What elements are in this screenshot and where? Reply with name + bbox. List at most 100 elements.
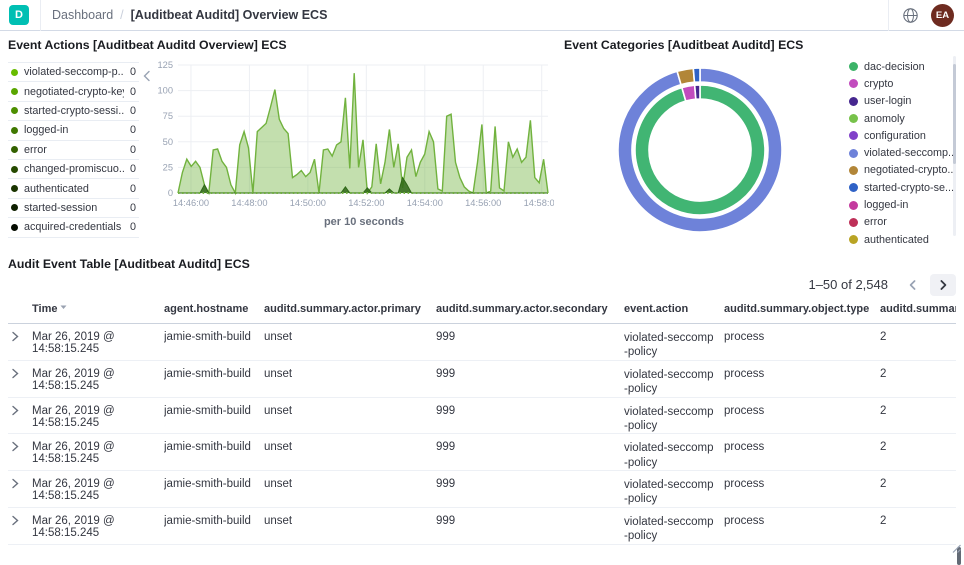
legend-color-dot [11,126,18,134]
event-actions-area-chart[interactable]: 0 25 50 75 100 125 14:46:00 14:48:00 14:50:00 14:… [152,60,559,210]
legend-item[interactable]: negotiated-crypto... [849,162,953,179]
legend-item[interactable]: logged-in 0 [8,121,139,141]
legend-item[interactable]: error [849,214,953,231]
action-cell: violated-seccomp-policy [624,323,724,361]
navbar-right: EA [877,0,954,31]
legend-item[interactable]: error 0 [8,141,139,160]
legend-item[interactable]: anomoly [849,110,953,127]
user-avatar[interactable]: EA [931,3,954,27]
legend-item-label: error [864,216,887,229]
top-panels-row: Event Actions [Auditbeat Auditd Overview… [0,31,964,250]
legend-item[interactable]: user-login [849,93,953,110]
breadcrumb-current: [Auditbeat Auditd] Overview ECS [130,8,328,22]
event-categories-legend: dac-decision crypto user-login anomoly confi… [849,58,953,248]
legend-item[interactable]: violated-seccomp-p... 0 [8,63,139,83]
globe-icon[interactable] [900,5,921,26]
y-axis-tick-label: 25 [163,162,173,172]
legend-item-value: 0 [129,182,136,195]
table-row: Mar 26, 2019 @ 14:58:15.245 jamie-smith-b… [8,470,956,508]
time-cell: Mar 26, 2019 @ 14:58:15.245 [32,360,164,398]
summary-cell: 2 [880,507,956,545]
area-series-fill-violated-seccomp-policy [178,73,548,193]
event-actions-legend: violated-seccomp-p... 0 negotiated-crypto-… [8,62,139,238]
pagination-next-button[interactable] [930,273,956,296]
legend-color-dot [11,204,18,212]
legend-item[interactable]: configuration [849,127,953,144]
legend-scrollbar-thumb[interactable] [953,64,956,164]
donut-slice-started-crypto-session[interactable] [692,67,701,84]
y-axis-tick-label: 0 [168,188,173,198]
navbar-left: D Dashboard / [Auditbeat Auditd] Overvie… [9,0,328,31]
hostname-cell: jamie-smith-build [164,433,264,471]
legend-item[interactable]: acquired-credentials 0 [8,218,139,238]
donut-slice-dac-decision[interactable] [634,84,766,216]
legend-item-label: logged-in [24,124,69,137]
legend-color-dot [11,185,18,193]
legend-color-dot [11,68,18,76]
breadcrumb-dashboard[interactable]: Dashboard [52,8,114,22]
legend-scrollbar[interactable] [953,56,956,236]
row-expand-button[interactable] [10,478,20,489]
action-cell: violated-seccomp-policy [624,360,724,398]
audit-event-table: Time agent.hostname auditd.summary.actor.p… [8,299,956,545]
actor-primary-cell: unset [264,360,436,398]
legend-item-value: 0 [129,85,136,98]
chevron-left-icon [143,70,150,82]
column-header-label: auditd.summary.actor.primary [264,303,421,315]
summary-cell: 2 [880,470,956,508]
object-type-cell: process [724,360,880,398]
app-logo[interactable]: D [9,5,29,25]
actor-primary-cell: unset [264,397,436,435]
row-expand-button[interactable] [10,331,20,342]
donut-slice-negotiated-crypto-key[interactable] [676,67,696,86]
panel-resize-handle[interactable] [950,541,962,559]
legend-item-label: anomoly [864,112,905,125]
time-cell: Mar 26, 2019 @ 14:58:15.245 [32,470,164,508]
donut-slice-violated-seccomp-policy[interactable] [617,67,783,233]
legend-item-value: 0 [129,66,136,79]
column-header-Time[interactable]: Time [32,299,164,324]
summary-cell: 2 [880,360,956,398]
column-header-auditd.summary: auditd.summary [880,299,956,324]
action-cell: violated-seccomp-policy [624,470,724,508]
actor-secondary-cell: 999 [436,323,624,361]
legend-item-value: 0 [129,104,136,117]
legend-item[interactable]: crypto [849,75,953,92]
pagination: 1–50 of 2,548 [8,271,956,298]
actor-primary-cell: unset [264,433,436,471]
row-expand-button[interactable] [10,515,20,526]
legend-item[interactable]: authenticated [849,231,953,248]
row-expand-button[interactable] [10,368,20,379]
legend-item[interactable]: logged-in [849,196,953,213]
legend-item-value: 0 [129,143,136,156]
expander-cell [8,397,32,435]
legend-item[interactable]: violated-seccomp... [849,144,953,161]
legend-item[interactable]: started-session 0 [8,199,139,219]
table-scrollbar-thumb[interactable] [957,547,961,565]
pagination-prev-button[interactable] [900,274,926,296]
legend-item[interactable]: negotiated-crypto-key 0 [8,82,139,102]
legend-item[interactable]: started-crypto-se... [849,179,953,196]
chevron-right-icon [12,331,19,342]
chevron-path [12,368,19,378]
table-header-row: Time agent.hostname auditd.summary.actor.p… [8,299,956,324]
legend-item[interactable]: started-crypto-sessi... 0 [8,102,139,122]
legend-item-label: negotiated-crypto-key [24,85,124,98]
legend-item[interactable]: dac-decision [849,58,953,75]
donut-slice-user-login[interactable] [693,84,701,101]
column-header-auditd.summary.object.type: auditd.summary.object.type [724,299,880,324]
legend-item[interactable]: authenticated 0 [8,179,139,199]
actor-primary-cell: unset [264,507,436,545]
row-expand-button[interactable] [10,405,20,416]
summary-cell: 2 [880,397,956,435]
row-expand-button[interactable] [10,441,20,452]
actor-secondary-cell: 999 [436,507,624,545]
legend-collapse-button[interactable] [142,70,151,84]
breadcrumb-separator: / [120,8,124,22]
hostname-cell: jamie-smith-build [164,323,264,361]
event-categories-donut-chart[interactable] [564,54,844,242]
legend-item[interactable]: changed-promiscuo... 0 [8,160,139,180]
legend-color-dot [849,200,858,210]
hostname-cell: jamie-smith-build [164,507,264,545]
